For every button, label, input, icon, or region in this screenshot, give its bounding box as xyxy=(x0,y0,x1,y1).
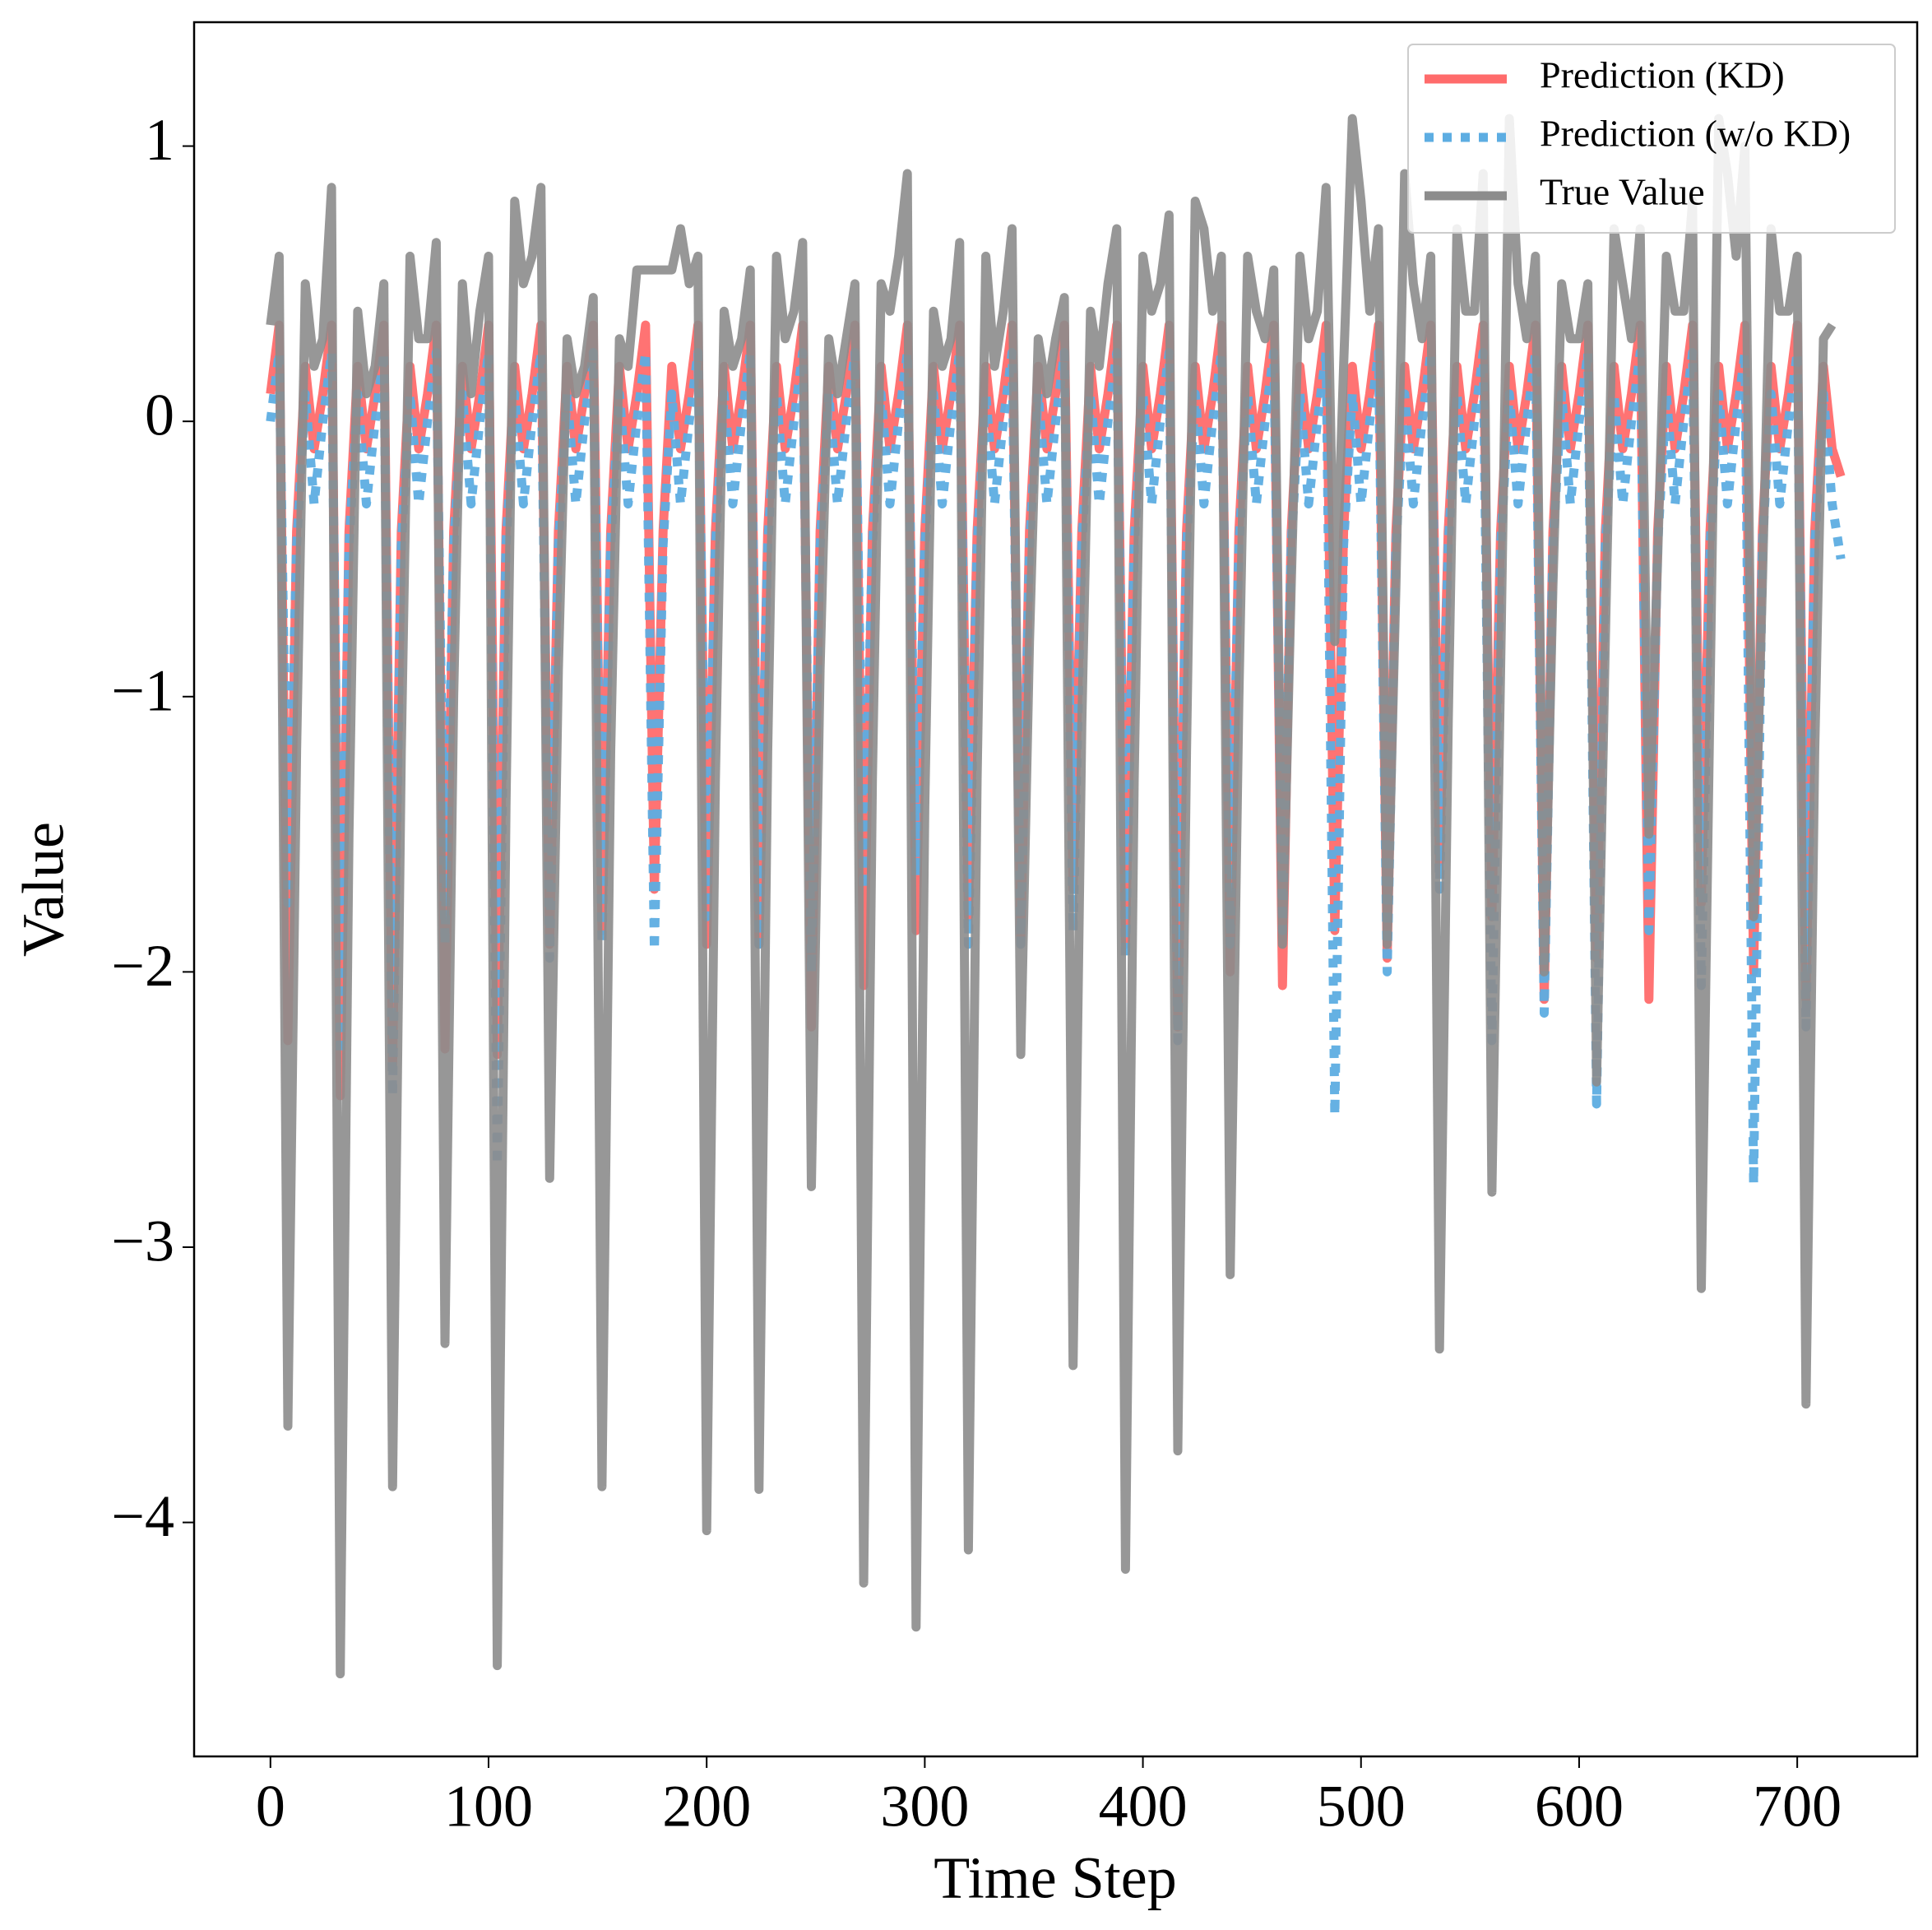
legend-label: True Value xyxy=(1540,171,1705,213)
x-tick-label: 700 xyxy=(1753,1774,1842,1840)
series-line xyxy=(266,114,1837,1679)
x-tick-label: 500 xyxy=(1317,1774,1406,1840)
x-tick-label: 0 xyxy=(256,1774,285,1840)
x-tick-label: 200 xyxy=(662,1774,751,1840)
y-tick-label: −3 xyxy=(111,1208,174,1274)
legend-box xyxy=(1407,44,1896,234)
x-tick-label: 600 xyxy=(1535,1774,1624,1840)
y-tick-label: −2 xyxy=(111,933,174,999)
y-tick-label: 0 xyxy=(145,383,174,448)
plot-frame xyxy=(192,21,1919,1758)
y-axis-label: Value xyxy=(11,822,76,957)
series-line xyxy=(266,320,1846,1101)
legend-label: Prediction (KD) xyxy=(1540,54,1785,96)
y-tick-label: 1 xyxy=(145,107,174,173)
x-axis-label: Time Step xyxy=(934,1845,1176,1911)
y-tick-label: −1 xyxy=(111,657,174,723)
x-tick-label: 400 xyxy=(1099,1774,1188,1840)
x-tick-label: 300 xyxy=(880,1774,969,1840)
x-tick-label: 100 xyxy=(444,1774,533,1840)
y-tick-label: −4 xyxy=(111,1483,174,1549)
series-line xyxy=(266,348,1846,1189)
legend-label: Prediction (w/o KD) xyxy=(1540,113,1851,155)
